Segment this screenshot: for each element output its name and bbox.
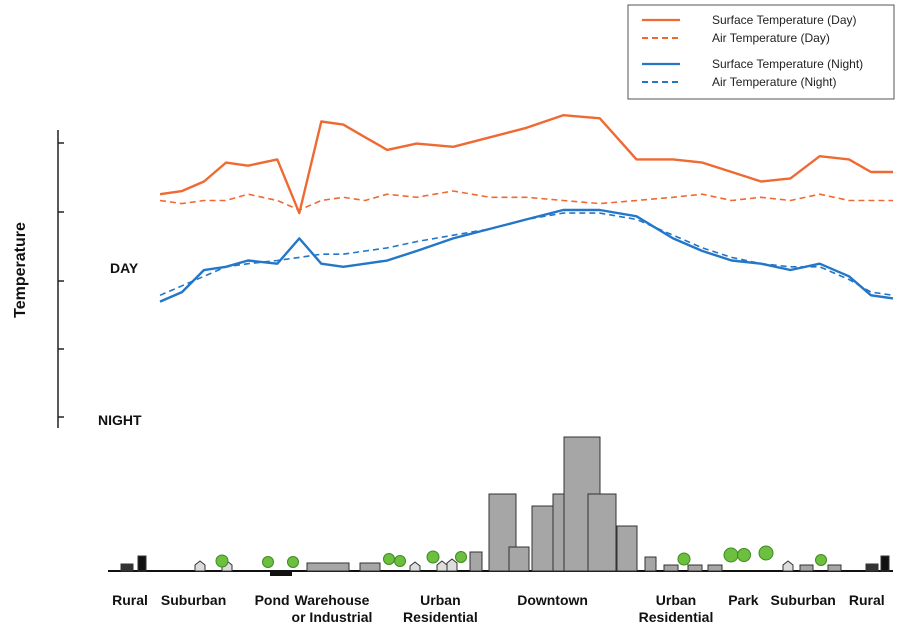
trees bbox=[215, 545, 827, 568]
category-label: Park bbox=[728, 592, 759, 608]
warehouse-building bbox=[359, 562, 381, 572]
series-line-surface-temperature-night bbox=[159, 208, 894, 303]
category-label: Suburban bbox=[161, 592, 226, 608]
category-label: Rural bbox=[849, 592, 885, 608]
house-icon bbox=[782, 560, 794, 572]
barn-icon bbox=[120, 563, 134, 572]
series-line-surface-temperature-day bbox=[159, 113, 893, 215]
house-icon bbox=[409, 561, 421, 572]
tree-icon bbox=[455, 551, 467, 563]
tree-icon bbox=[677, 552, 691, 566]
category-label: Pond bbox=[255, 592, 290, 608]
series-layer bbox=[159, 113, 894, 303]
downtown-tower bbox=[531, 505, 555, 572]
tree-icon bbox=[723, 547, 739, 563]
low-building bbox=[827, 564, 842, 572]
silo-icon bbox=[137, 555, 147, 572]
tree-icon bbox=[383, 553, 395, 565]
category-label-line2: Residential bbox=[403, 609, 478, 625]
house-icon bbox=[194, 560, 206, 572]
tree-icon bbox=[262, 556, 274, 568]
barn-icon bbox=[865, 563, 879, 572]
legend-label-air-day: Air Temperature (Day) bbox=[712, 31, 830, 45]
pond-icon bbox=[270, 572, 292, 576]
legend-label-air-night: Air Temperature (Night) bbox=[712, 75, 837, 89]
tree-icon bbox=[737, 548, 751, 562]
low-building bbox=[687, 564, 703, 572]
house-icon bbox=[446, 558, 458, 572]
downtown-tower bbox=[587, 493, 617, 572]
category-label: Suburban bbox=[771, 592, 836, 608]
tree-icon bbox=[426, 550, 440, 564]
low-building bbox=[663, 564, 679, 572]
warehouse-building bbox=[306, 562, 350, 572]
downtown-tower bbox=[508, 546, 530, 572]
category-label-line2: Residential bbox=[639, 609, 714, 625]
y-axis-title: Temperature bbox=[12, 222, 29, 318]
legend-label-surface-day: Surface Temperature (Day) bbox=[712, 13, 857, 27]
category-label: Warehouse bbox=[295, 592, 370, 608]
category-label: Downtown bbox=[517, 592, 588, 608]
category-label-line2: or Industrial bbox=[292, 609, 373, 625]
y-axis: Temperature bbox=[12, 130, 64, 428]
small-building bbox=[644, 556, 657, 572]
tree-icon bbox=[287, 556, 299, 568]
tree-icon bbox=[815, 554, 827, 566]
legend-label-surface-night: Surface Temperature (Night) bbox=[712, 57, 863, 71]
downtown-tower bbox=[616, 525, 638, 572]
low-building bbox=[799, 564, 814, 572]
series-line-air-temperature-day bbox=[159, 190, 893, 211]
row-label-night: NIGHT bbox=[98, 412, 142, 428]
category-label: Urban bbox=[420, 592, 460, 608]
tree-icon bbox=[394, 555, 406, 567]
category-label: Rural bbox=[112, 592, 148, 608]
small-building bbox=[469, 551, 483, 572]
tree-icon bbox=[758, 545, 774, 561]
category-label: Urban bbox=[656, 592, 696, 608]
silo-icon bbox=[880, 555, 890, 572]
house-icon bbox=[436, 560, 448, 572]
row-label-day: DAY bbox=[110, 260, 139, 276]
cityscape-illustration bbox=[120, 436, 890, 576]
legend: Surface Temperature (Day) Air Temperatur… bbox=[627, 4, 895, 100]
tree-icon bbox=[215, 554, 229, 568]
low-building bbox=[707, 564, 723, 572]
series-line-air-temperature-night bbox=[159, 212, 894, 297]
